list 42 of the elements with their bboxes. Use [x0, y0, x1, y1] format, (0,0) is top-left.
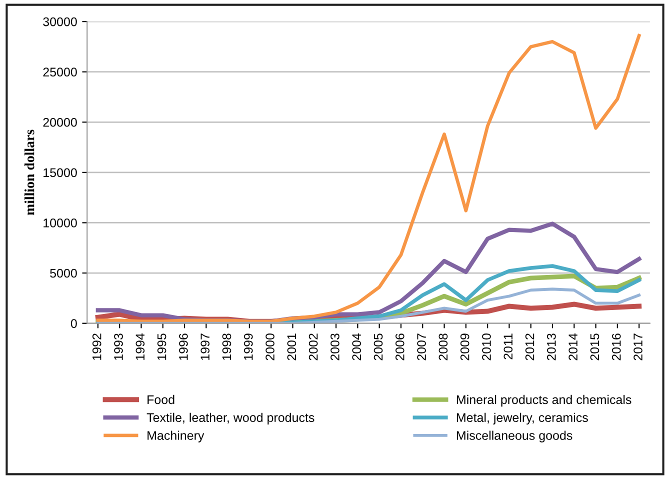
x-tick-label: 2010: [482, 334, 491, 360]
x-tick-label: 1997: [200, 334, 210, 360]
x-tick-label: 2014: [568, 333, 578, 360]
x-tick-label: 2015: [590, 334, 600, 360]
x-tick-label: 1993: [114, 334, 123, 360]
legend-label: Machinery: [148, 430, 204, 442]
legend-label: Mineral products and chemicals: [456, 394, 632, 407]
x-tick-label: 2005: [374, 334, 383, 360]
legend-label: Textile, leather, wood products: [146, 412, 314, 424]
x-tick-label: 2001: [287, 334, 296, 360]
y-tick-label: 15000: [44, 168, 77, 178]
y-tick-label: 0: [70, 319, 77, 328]
y-tick-label: 10000: [44, 218, 77, 228]
x-tick-label: 2008: [438, 334, 448, 360]
x-tick-label: 1996: [179, 334, 188, 360]
line-series: [96, 288, 641, 324]
x-tick-label: 2000: [266, 334, 274, 360]
y-tick-label: 20000: [43, 118, 77, 127]
x-tick-label: 2011: [504, 334, 513, 360]
x-tick-label: 1994: [136, 333, 145, 360]
x-tick-label: 2003: [330, 334, 340, 360]
x-tick-label: 2004: [352, 333, 362, 360]
x-tick-label: 2016: [612, 334, 621, 360]
x-tick-label: 1998: [222, 334, 232, 360]
x-tick-label: 2007: [417, 334, 426, 360]
y-tick-label: 25000: [43, 68, 77, 76]
x-tick-label: 2012: [525, 334, 534, 360]
y-tick-label: 5000: [50, 268, 77, 278]
x-tick-label: 1992: [92, 334, 102, 360]
x-tick-label: 1999: [244, 334, 253, 360]
x-tick-label: 2013: [546, 334, 556, 360]
x-tick-label: 2002: [308, 334, 318, 360]
legend-label: Miscellaneous goods: [456, 430, 572, 442]
legend-label: Metal, jewelry, ceramics: [456, 412, 588, 424]
x-tick-label: 2006: [395, 334, 404, 360]
x-tick-label: 2017: [634, 334, 642, 360]
legend-label: Food: [148, 394, 174, 404]
x-tick-label: 2009: [460, 334, 470, 360]
line-series: [96, 34, 641, 323]
y-axis-title: million dollars: [24, 130, 34, 216]
x-tick-label: 1995: [157, 334, 166, 360]
y-tick-label: 30000: [43, 17, 77, 26]
